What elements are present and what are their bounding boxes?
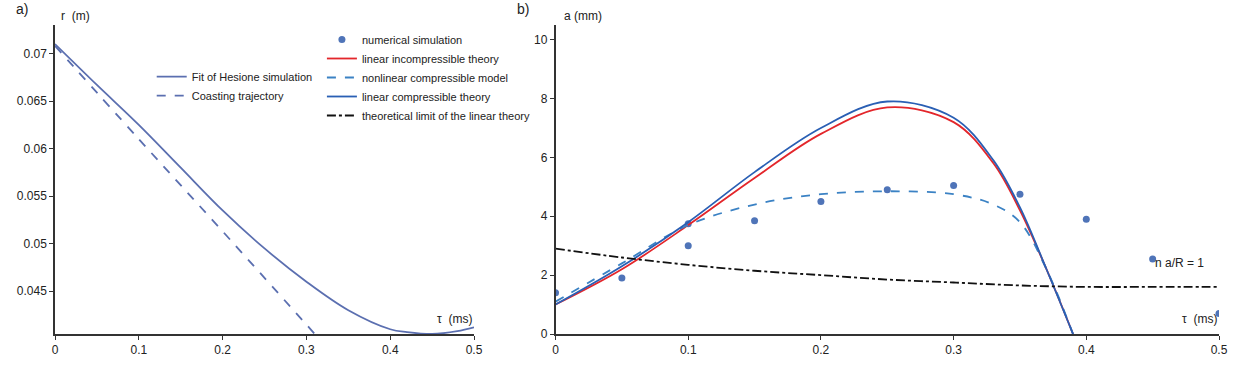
svg-text:0.3: 0.3 [298,343,315,357]
svg-text:τ (ms): τ (ms) [1182,312,1217,326]
svg-text:a): a) [16,1,28,17]
svg-text:0.05: 0.05 [23,237,47,251]
svg-text:0.045: 0.045 [17,284,47,298]
svg-text:10: 10 [534,33,548,47]
svg-text:theoretical limit of the linea: theoretical limit of the linear theory [362,110,530,122]
svg-text:0: 0 [552,343,559,357]
svg-text:0.1: 0.1 [680,343,697,357]
svg-text:0.065: 0.065 [17,94,47,108]
svg-text:0: 0 [541,327,548,341]
svg-text:0.1: 0.1 [130,343,147,357]
svg-text:linear compressible theory: linear compressible theory [362,91,491,103]
svg-text:0.06: 0.06 [23,142,47,156]
svg-text:0.4: 0.4 [382,343,399,357]
svg-text:2: 2 [541,268,548,282]
svg-text:linear incompressible theory: linear incompressible theory [362,53,499,65]
svg-text:nonlinear compressible model: nonlinear compressible model [362,72,508,84]
svg-text:0.2: 0.2 [214,343,231,357]
svg-text:0: 0 [52,343,59,357]
svg-text:0.07: 0.07 [23,47,47,61]
svg-text:0.055: 0.055 [17,189,47,203]
svg-text:n a/R = 1: n a/R = 1 [1155,256,1204,270]
svg-text:0.5: 0.5 [1211,343,1228,357]
svg-text:4: 4 [541,209,548,223]
svg-text:τ (ms): τ (ms) [437,312,472,326]
svg-text:0.5: 0.5 [466,343,483,357]
svg-text:r (m): r (m) [61,9,90,23]
svg-text:8: 8 [541,92,548,106]
svg-text:a (mm): a (mm) [564,9,602,23]
svg-text:0.4: 0.4 [1078,343,1095,357]
svg-text:0.3: 0.3 [945,343,962,357]
svg-text:Coasting trajectory: Coasting trajectory [192,90,284,102]
svg-text:Fit of Hesione simulation: Fit of Hesione simulation [192,71,312,83]
svg-text:0.2: 0.2 [813,343,830,357]
svg-text:6: 6 [541,151,548,165]
svg-text:numerical simulation: numerical simulation [362,34,462,46]
svg-text:b): b) [517,1,529,17]
